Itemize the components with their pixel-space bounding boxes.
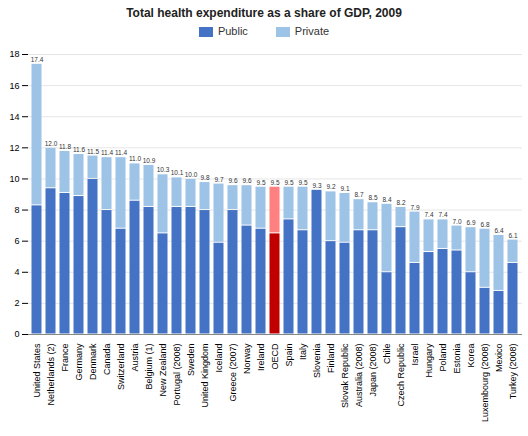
svg-text:Netherlands (2): Netherlands (2): [46, 343, 56, 405]
svg-text:11.8: 11.8: [59, 143, 72, 150]
svg-text:Slovenia: Slovenia: [312, 344, 322, 379]
svg-text:10.1: 10.1: [171, 169, 184, 176]
svg-text:Iceland: Iceland: [214, 344, 224, 373]
svg-text:France: France: [60, 344, 70, 372]
svg-text:Slovak Republic: Slovak Republic: [340, 343, 350, 408]
svg-text:9.6: 9.6: [242, 177, 251, 184]
svg-text:10.3: 10.3: [157, 166, 170, 173]
svg-text:Australia (2008): Australia (2008): [354, 344, 364, 408]
svg-text:9.7: 9.7: [214, 176, 223, 183]
svg-text:14: 14: [9, 112, 19, 122]
svg-text:8.4: 8.4: [382, 196, 391, 203]
svg-text:Luxembourg (2008): Luxembourg (2008): [480, 344, 490, 423]
svg-text:Czech Republic: Czech Republic: [396, 343, 406, 407]
svg-text:9.5: 9.5: [298, 179, 307, 186]
svg-text:8.7: 8.7: [354, 191, 363, 198]
svg-text:8.5: 8.5: [368, 194, 377, 201]
svg-text:Turkey (2008): Turkey (2008): [508, 343, 518, 399]
svg-text:Poland: Poland: [438, 344, 448, 372]
svg-text:9.6: 9.6: [228, 177, 237, 184]
svg-text:Spain: Spain: [284, 344, 294, 367]
svg-text:Hungary: Hungary: [424, 343, 434, 378]
svg-text:6.8: 6.8: [480, 221, 489, 228]
svg-text:9.3: 9.3: [312, 182, 321, 189]
svg-text:10.9: 10.9: [143, 157, 156, 164]
svg-text:Denmark: Denmark: [88, 343, 98, 380]
svg-text:United States: United States: [32, 343, 42, 398]
svg-text:9.5: 9.5: [284, 179, 293, 186]
svg-text:12: 12: [9, 143, 19, 153]
svg-text:10.0: 10.0: [185, 171, 198, 178]
svg-text:Korea: Korea: [466, 344, 476, 368]
svg-text:17.4: 17.4: [31, 56, 44, 63]
svg-text:6.4: 6.4: [494, 227, 503, 234]
svg-text:Italy: Italy: [298, 343, 308, 360]
svg-text:7.0: 7.0: [452, 218, 461, 225]
svg-text:Israel: Israel: [410, 344, 420, 366]
svg-text:7.4: 7.4: [424, 211, 433, 218]
svg-text:Ireland: Ireland: [256, 344, 266, 372]
svg-text:OECD: OECD: [270, 343, 280, 370]
svg-text:9.5: 9.5: [256, 179, 265, 186]
svg-text:Switzerland: Switzerland: [116, 344, 126, 391]
svg-text:Belgium (1): Belgium (1): [144, 343, 154, 389]
svg-text:Germany: Germany: [74, 343, 84, 381]
svg-text:9.2: 9.2: [326, 183, 335, 190]
svg-text:Greece (2007): Greece (2007): [228, 343, 238, 401]
svg-text:18: 18: [9, 49, 19, 59]
svg-text:6.1: 6.1: [508, 232, 517, 239]
svg-text:Canada: Canada: [102, 344, 112, 376]
svg-text:Portugal (2008): Portugal (2008): [172, 344, 182, 406]
svg-text:0: 0: [14, 329, 19, 339]
svg-text:4: 4: [14, 267, 19, 277]
svg-text:12.0: 12.0: [45, 140, 58, 147]
svg-text:Estonia: Estonia: [452, 344, 462, 374]
html-text:Private: Private: [294, 25, 330, 37]
svg-text:9.1: 9.1: [340, 185, 349, 192]
svg-text:New Zealand: New Zealand: [158, 344, 168, 397]
svg-text:9.8: 9.8: [200, 174, 209, 181]
svg-text:7.9: 7.9: [410, 204, 419, 211]
svg-text:6: 6: [14, 236, 19, 246]
svg-text:Sweden: Sweden: [186, 344, 196, 377]
svg-text:Chile: Chile: [382, 344, 392, 365]
svg-text:United Kingdom: United Kingdom: [200, 344, 210, 408]
svg-text:8: 8: [14, 205, 19, 215]
svg-text:11.6: 11.6: [73, 146, 86, 153]
svg-text:6.9: 6.9: [466, 219, 475, 226]
svg-text:Finland: Finland: [326, 344, 336, 374]
svg-text:16: 16: [9, 80, 19, 90]
svg-text:9.5: 9.5: [270, 179, 279, 186]
svg-text:11.0: 11.0: [129, 155, 142, 162]
svg-text:Norway: Norway: [242, 343, 252, 374]
svg-text:11.4: 11.4: [101, 149, 114, 156]
svg-text:Austria: Austria: [130, 344, 140, 372]
svg-text:2: 2: [14, 298, 19, 308]
html-text:Public: Public: [217, 25, 248, 37]
svg-text:Japan (2008): Japan (2008): [368, 344, 378, 397]
svg-text:7.4: 7.4: [438, 211, 447, 218]
svg-text:8.2: 8.2: [396, 199, 405, 206]
svg-text:Mexico: Mexico: [494, 344, 504, 373]
html-text:Total health expenditure as a: Total health expenditure as a share of G…: [126, 6, 402, 20]
svg-text:11.4: 11.4: [115, 149, 128, 156]
svg-text:10: 10: [9, 174, 19, 184]
svg-text:11.5: 11.5: [87, 148, 100, 155]
